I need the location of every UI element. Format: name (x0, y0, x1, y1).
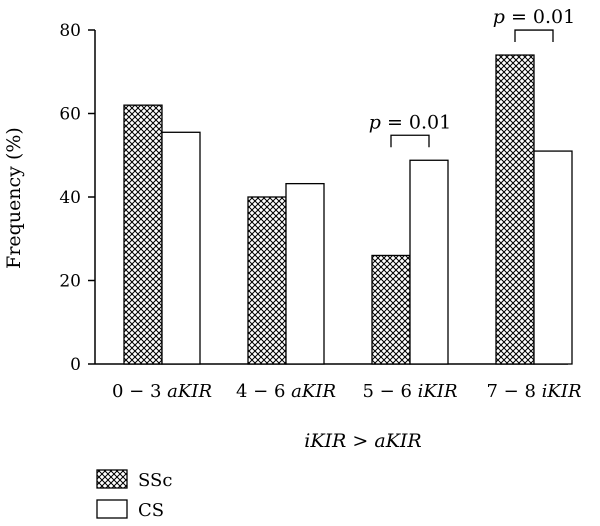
bar-cs (285, 182, 325, 365)
y-axis: 0 20 40 60 80 (59, 21, 96, 375)
p-value-label: p = 0.01 (369, 111, 451, 133)
y-tick-label: 60 (59, 105, 81, 125)
x-tick-label: 4 − 6 aKIR (236, 381, 336, 402)
bar-ssc (495, 54, 535, 365)
y-tick-label: 20 (59, 272, 81, 292)
bars (123, 54, 573, 365)
y-tick-label: 80 (59, 21, 81, 41)
x-tick-label: 0 − 3 aKIR (112, 381, 212, 402)
legend-label-ssc: SSc (138, 470, 172, 491)
x-axis-title: iKIR > aKIR (304, 430, 421, 452)
x-tick-label: 5 − 6 iKIR (362, 381, 457, 402)
bar-ssc (371, 254, 411, 365)
bar-ssc (247, 196, 287, 365)
bar-ssc (123, 104, 163, 365)
legend-swatch-ssc (96, 469, 128, 489)
legend: SSc CS (96, 469, 172, 521)
category-labels: 0 − 3 aKIR 4 − 6 aKIR 5 − 6 iKIR 7 − 8 iKIR (112, 381, 582, 402)
legend-swatch-cs (96, 499, 128, 519)
p-value-label: p = 0.01 (493, 6, 575, 28)
bar-cs (533, 150, 573, 365)
significance-bracket (390, 134, 430, 148)
bar-cs (161, 131, 201, 365)
y-tick-label: 40 (59, 188, 81, 208)
legend-label-cs: CS (138, 500, 164, 521)
y-axis-title: Frequency (%) (3, 127, 25, 269)
y-tick-label: 0 (70, 355, 81, 375)
bar-cs (409, 159, 449, 365)
p-value-annotations: p = 0.01 p = 0.01 (369, 6, 575, 148)
significance-bracket (514, 29, 554, 43)
x-tick-label: 7 − 8 iKIR (486, 381, 581, 402)
